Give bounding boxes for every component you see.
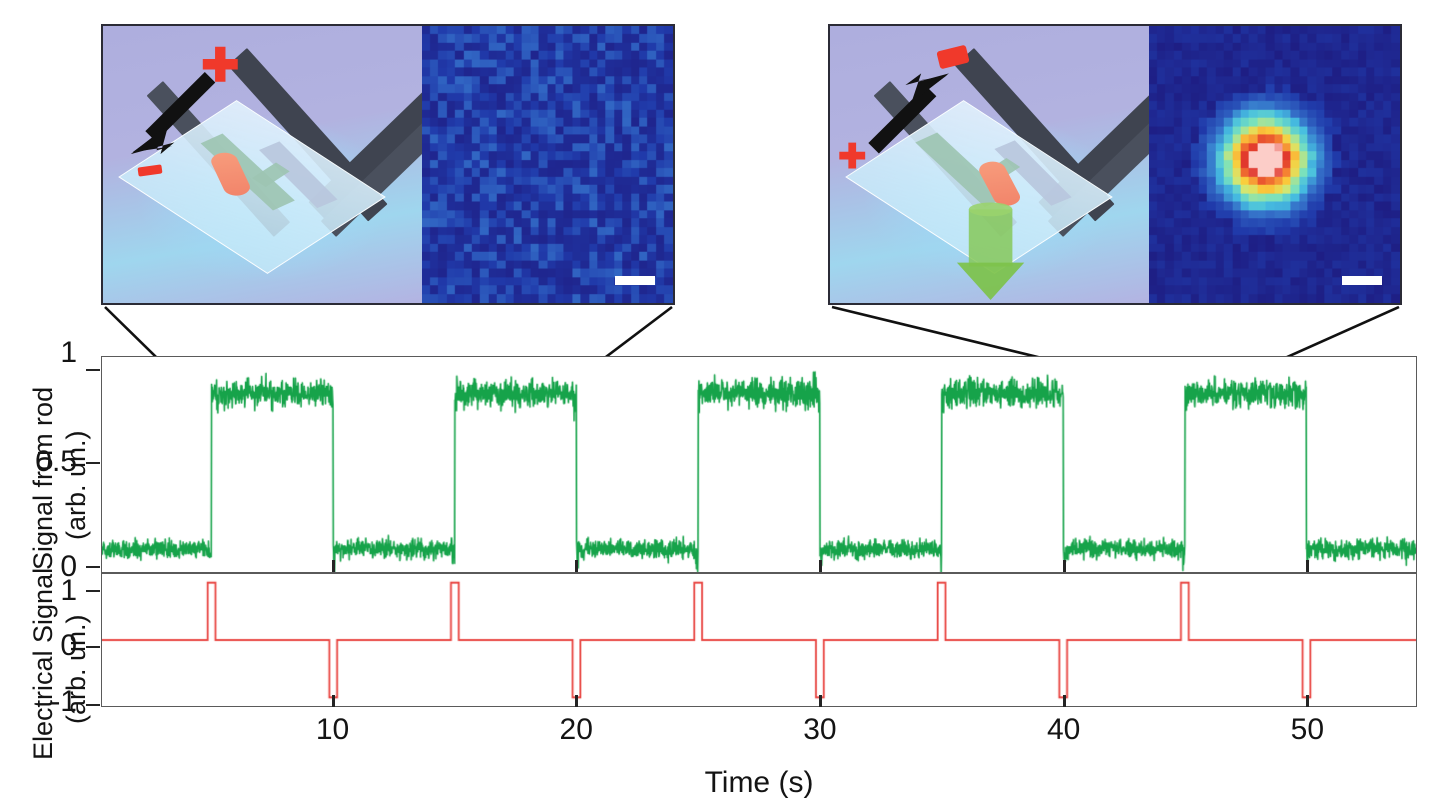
x-tickmark-top-20 — [575, 560, 579, 572]
inset-left: ✚ — [101, 24, 675, 305]
x-axis-title: Time (s) — [704, 766, 814, 799]
x-tickmark-20 — [575, 695, 579, 707]
x-tickmark-top-10 — [331, 560, 335, 572]
top-ytickmark-1 — [86, 369, 100, 371]
x-tick-label-20: 20 — [559, 713, 593, 746]
plus-charge-icon: ✚ — [201, 39, 240, 91]
x-tickmark-30 — [818, 695, 822, 707]
inset-left-map — [422, 26, 673, 303]
top-ytick-1: 1 — [60, 336, 77, 369]
x-tickmark-top-50 — [1306, 560, 1310, 572]
bottom-ytick-1: 1 — [60, 574, 77, 607]
x-tick-label-10: 10 — [315, 713, 350, 746]
inset-left-schematic: ✚ — [103, 26, 423, 303]
top-ytickmark-0 — [86, 566, 100, 568]
bottom-yaxis-title-line2: (arb. un.) — [61, 614, 91, 724]
top-ytickmark-05 — [86, 462, 100, 464]
bottom-ytick-0: 0 — [60, 629, 77, 662]
inset-right-map — [1149, 26, 1400, 303]
scalebar-left — [614, 276, 655, 285]
x-tickmark-top-30 — [818, 560, 822, 572]
x-tickmark-10 — [331, 695, 335, 707]
x-tickmark-40 — [1062, 695, 1066, 707]
bottom-plot-panel — [101, 573, 1417, 707]
plus-charge-icon: ✚ — [838, 138, 867, 176]
top-ytick-0: 0 — [60, 550, 77, 583]
x-tick-label-50: 50 — [1290, 713, 1325, 746]
top-plot-panel — [101, 356, 1417, 573]
top-yaxis-title-line1: Signal from rod — [28, 386, 58, 570]
scalebar-right — [1341, 276, 1382, 285]
bottom-ytickmark-0 — [86, 646, 100, 648]
x-tickmark-top-40 — [1062, 560, 1066, 572]
bottom-ytickmark-neg1 — [86, 704, 100, 706]
top-ytick-05: 0.5 — [35, 445, 77, 478]
inset-right: ✚ — [828, 24, 1402, 305]
bottom-ytick-neg1: -1 — [50, 685, 77, 718]
inset-right-schematic: ✚ — [830, 26, 1150, 303]
x-tick-label-40: 40 — [1046, 713, 1081, 746]
top-yaxis-title-line2: (arb. un.) — [61, 430, 91, 540]
bottom-yaxis-title-line1: Electrical Signal — [28, 567, 58, 760]
x-tickmark-50 — [1306, 695, 1310, 707]
bottom-ytickmark-1 — [86, 590, 100, 592]
x-tick-label-30: 30 — [803, 713, 837, 746]
